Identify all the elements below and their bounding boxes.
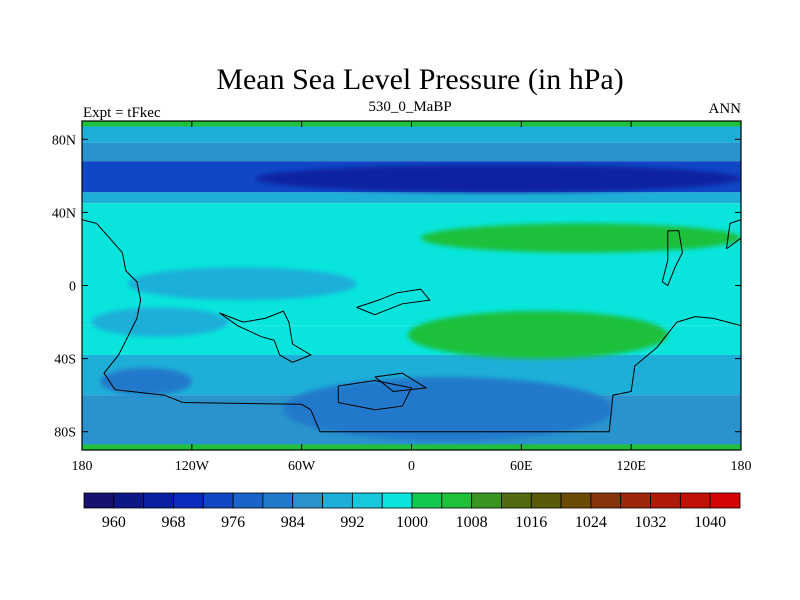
colorbar-label-0: 960 (102, 514, 126, 531)
y-tick-label-4: 80S (54, 426, 76, 441)
colorbar-swatch-9 (351, 492, 383, 509)
colorbar-label-7: 1016 (515, 514, 547, 531)
y-tick-label-3: 40S (54, 353, 76, 368)
colorbar-swatch-0 (83, 492, 115, 509)
colorbar-swatch-1 (113, 492, 145, 509)
plot-area: 180 120W 60W 0 60E 120E 180 80N 40N 0 40S 80S (52, 120, 752, 474)
field-cell-5 (420, 223, 741, 253)
colorbar-label-8: 1024 (575, 514, 607, 531)
colorbar-label-1: 968 (161, 514, 185, 531)
colorbar-swatch-14 (501, 492, 532, 509)
colorbar-swatch-11 (411, 492, 443, 509)
coastline-2 (356, 288, 431, 316)
coastline-3 (337, 379, 413, 411)
y-tick-label-1: 40N (52, 206, 76, 221)
colorbar-label-5: 1000 (396, 514, 428, 531)
y-tick-label-2: 0 (69, 280, 76, 295)
center-label: 530_0_MaBP (368, 99, 451, 115)
field-cell-1 (127, 267, 357, 301)
colorbar-swatch-21 (709, 492, 741, 509)
field-band-1 (82, 126, 741, 143)
coastline-6 (725, 219, 741, 250)
colorbar-swatch-10 (381, 492, 413, 509)
field-cell-4 (283, 376, 613, 441)
field-cell-0 (255, 164, 741, 193)
colorbar-swatch-12 (441, 492, 473, 509)
colorbar-swatch-2 (143, 492, 174, 509)
pressure-field (82, 121, 741, 450)
y-tick-label-0: 80N (52, 133, 76, 148)
colorbar-swatch-18 (620, 492, 651, 509)
colorbar-swatch-13 (471, 492, 502, 509)
x-tick-label-5: 120E (616, 459, 646, 474)
colorbar-swatch-20 (679, 492, 711, 509)
colorbar-swatch-4 (202, 492, 234, 509)
field-band-4 (82, 192, 741, 204)
colorbar-label-10: 1040 (694, 514, 726, 531)
colorbar-swatch-7 (292, 492, 323, 509)
x-tick-label-6: 180 (731, 459, 752, 474)
x-tick-label-3: 0 (408, 459, 415, 474)
coastline-1 (219, 310, 312, 363)
coastline-4 (374, 372, 428, 393)
colorbar-swatch-19 (650, 492, 681, 509)
right-label: ANN (709, 101, 742, 117)
field-cell-2 (91, 307, 229, 337)
colorbar-label-9: 1032 (635, 514, 667, 531)
y-axis: 80N 40N 0 40S 80S (52, 133, 741, 441)
field-cell-3 (100, 367, 192, 396)
colorbar-label-2: 976 (221, 514, 245, 531)
colorbar: 960 968 976 984 992 1000 1008 1016 1024 1032 1040 (83, 492, 741, 531)
x-tick-label-1: 120W (175, 459, 210, 474)
field-cell-6 (407, 311, 668, 359)
field-band-2 (82, 142, 741, 162)
colorbar-swatch-6 (262, 492, 294, 509)
coastline-5 (661, 230, 683, 287)
colorbar-label-4: 992 (340, 514, 364, 531)
colorbar-swatch-3 (173, 492, 204, 509)
colorbar-swatch-8 (322, 492, 353, 509)
coastline-layer (82, 219, 741, 433)
x-axis: 180 120W 60W 0 60E 120E 180 (72, 121, 752, 474)
colorbar-swatch-5 (232, 492, 264, 509)
colorbar-swatch-17 (590, 492, 622, 509)
colorbar-swatch-15 (530, 492, 562, 509)
colorbar-label-3: 984 (281, 514, 305, 531)
x-tick-label-0: 180 (72, 459, 93, 474)
coastline-0 (82, 219, 741, 433)
colorbar-swatch-16 (560, 492, 592, 509)
left-label: Expt = tFkec (83, 105, 161, 121)
x-tick-label-2: 60W (288, 459, 316, 474)
colorbar-label-6: 1008 (456, 514, 488, 531)
chart-title: Mean Sea Level Pressure (in hPa) (216, 63, 623, 96)
x-tick-label-4: 60E (510, 459, 533, 474)
field-band-5 (82, 203, 741, 326)
